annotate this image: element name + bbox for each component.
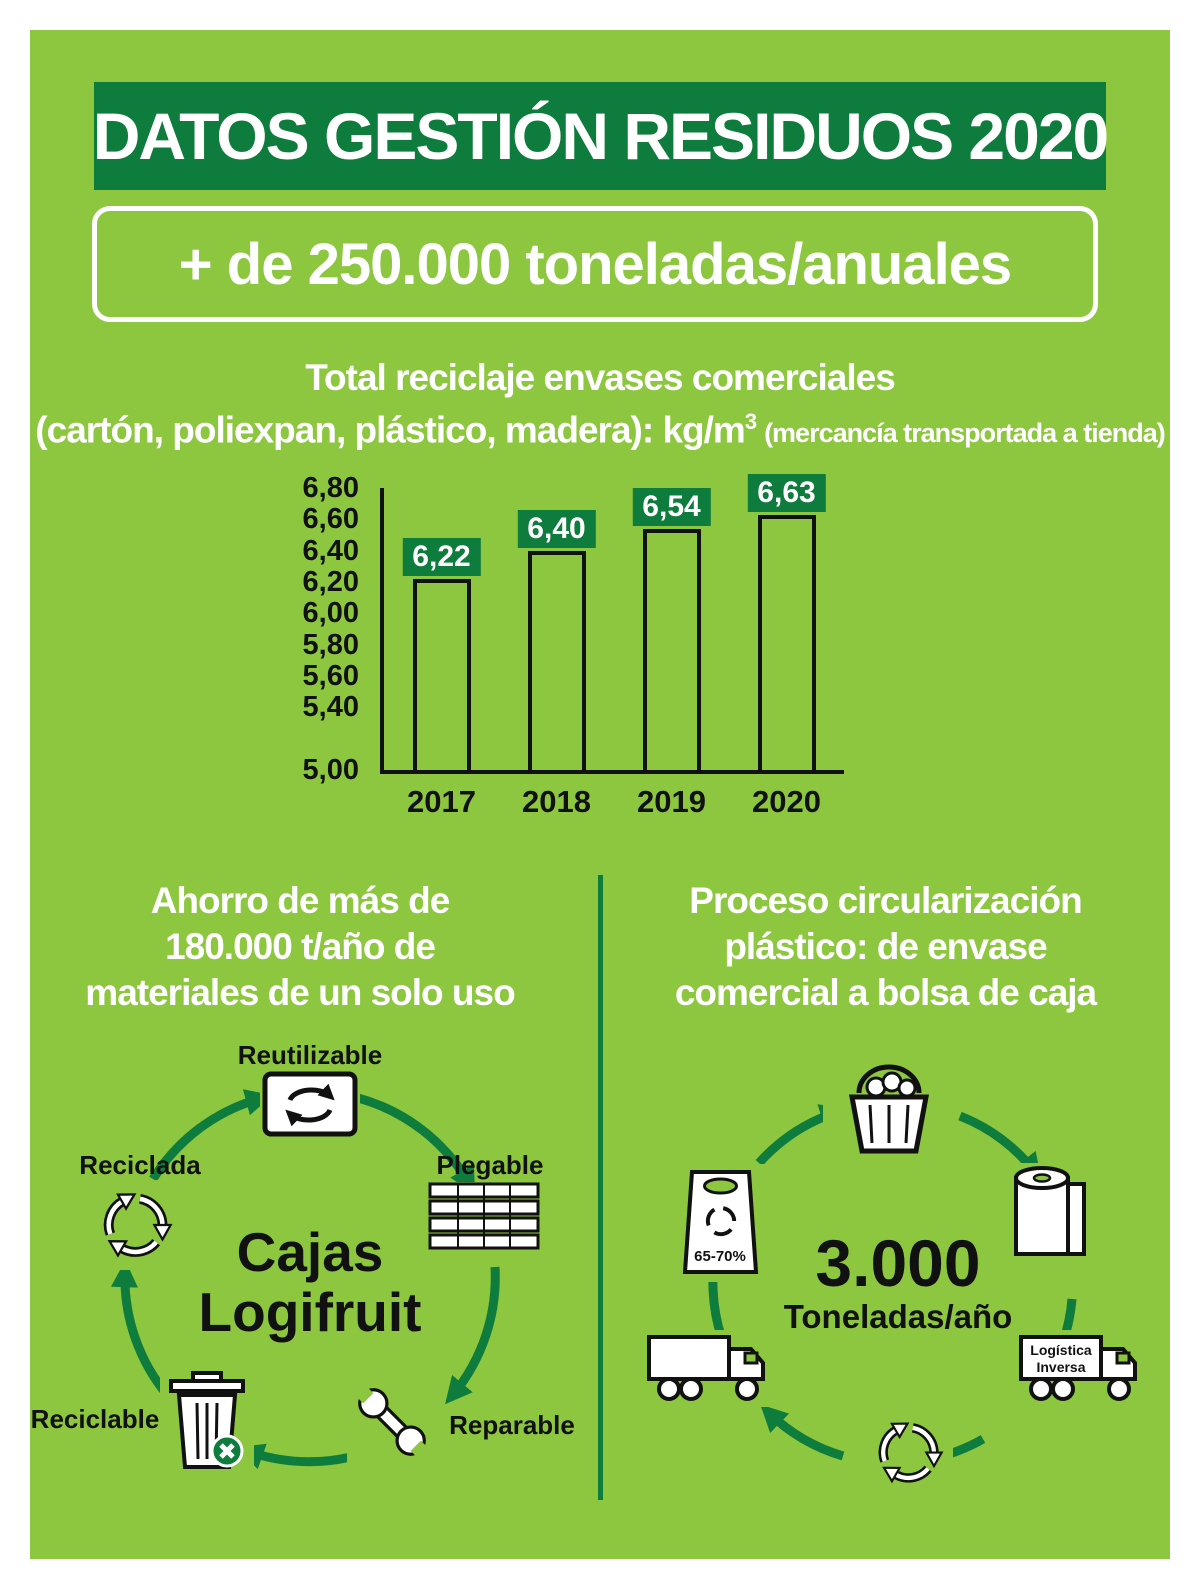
produce-basket-icon	[823, 1053, 955, 1161]
chart-bar-value: 6,40	[517, 509, 596, 548]
right-heading-line3: comercial a bolsa de caja	[674, 972, 1097, 1013]
chart-ytick: 5,40	[302, 691, 359, 724]
chart-title-superscript: 3	[744, 409, 757, 434]
right-section-heading: Proceso circularización plástico: de env…	[658, 878, 1113, 1016]
chart-ytick: 6,20	[302, 566, 359, 598]
page-title: DATOS GESTIÓN RESIDUOS 2020	[93, 82, 1109, 190]
chart-ytick: 6,40	[302, 534, 359, 567]
truck-label-line1: Logística	[1030, 1342, 1092, 1358]
chart-bar-2017	[412, 578, 471, 770]
chart-ytick: 5,00	[302, 754, 359, 786]
left-section-heading: Ahorro de más de 180.000 t/año de materi…	[75, 878, 525, 1016]
label-reciclada: Reciclada	[79, 1150, 201, 1180]
cycle-center-line2: Logifruit	[198, 1281, 422, 1343]
chart-title-line2: (cartón, poliexpan, plástico, madera): k…	[30, 400, 1170, 455]
infographic-background: DATOS GESTIÓN RESIDUOS 2020 + de 250.000…	[30, 30, 1170, 1559]
bag-percent-label: 65-70%	[694, 1248, 746, 1265]
chart-title-line2-main: (cartón, poliexpan, plástico, madera): k…	[35, 409, 746, 451]
label-reparable: Reparable	[449, 1410, 575, 1440]
cycle-center-line1: Cajas	[236, 1221, 384, 1283]
logifruit-cycle-diagram: Reutilizable Reciclada	[31, 1040, 575, 1512]
reusable-box-icon	[260, 1068, 360, 1140]
delivery-truck-icon	[646, 1330, 773, 1407]
chart-ytick: 5,60	[302, 660, 359, 692]
chart-bar-2019	[642, 528, 701, 770]
chart-bar-2018	[527, 550, 586, 770]
chart-x-label: 2017	[407, 784, 476, 819]
chart-x-label: 2019	[637, 784, 706, 819]
chart-x-label: 2020	[752, 784, 821, 819]
chart-ytick: 6,00	[302, 597, 359, 630]
recycle-symbol-icon	[863, 1408, 953, 1496]
chart-bar-2020	[757, 514, 816, 770]
chart-y-axis: 6,80 6,60 6,40 6,20 6,00 5,80 5,60 5,40 5,00	[255, 472, 373, 786]
foldable-crate-icon	[427, 1182, 541, 1252]
chart-ytick: 5,80	[302, 628, 359, 661]
bar-chart: 6,80 6,60 6,40 6,20 6,00 5,80 5,60 5,40 5,00 6,2…	[255, 472, 895, 836]
trash-bin-icon	[160, 1370, 254, 1472]
label-plegable: Plegable	[436, 1150, 544, 1180]
truck-label-line2: Inversa	[1036, 1359, 1085, 1375]
right-heading-line1: Proceso circularización	[689, 880, 1082, 921]
recycled-symbol-icon	[85, 1180, 185, 1270]
tonnes-value: 3.000	[815, 1226, 981, 1300]
wrench-icon	[347, 1377, 437, 1467]
label-reutilizable: Reutilizable	[237, 1040, 383, 1070]
left-heading-line3: materiales de un solo uso	[85, 972, 515, 1013]
reverse-logistics-truck-icon: Logística Inversa	[1018, 1330, 1145, 1407]
plastic-circularisation-diagram: Logística Inversa	[646, 1048, 1145, 1518]
column-divider	[598, 875, 603, 1500]
checkout-bag-icon: 65-70%	[676, 1164, 764, 1282]
chart-bar-value: 6,54	[632, 487, 711, 526]
total-tonnes-banner: + de 250.000 toneladas/anuales	[92, 206, 1098, 322]
left-heading-line2: 180.000 t/año de	[165, 926, 436, 967]
chart-bar-value: 6,22	[402, 537, 481, 576]
chart-title-note: (mercancía transportada a tienda)	[764, 418, 1166, 449]
tonnes-unit: Toneladas/año	[783, 1298, 1013, 1335]
plastic-film-roll-icon	[1003, 1163, 1100, 1270]
chart-plot: 6,22 2017 6,40 2018 6,54 2019 6,63 2020	[380, 473, 844, 819]
chart-bar-value: 6,63	[747, 473, 826, 512]
chart-title-line1: Total reciclaje envases comerciales	[305, 357, 896, 398]
chart-x-label: 2018	[522, 784, 591, 819]
label-reciclable: Reciclable	[30, 1404, 160, 1434]
right-heading-line2: plástico: de envase	[724, 926, 1047, 967]
chart-ytick: 6,80	[302, 472, 359, 504]
left-heading-line1: Ahorro de más de	[150, 880, 451, 921]
chart-ytick: 6,60	[302, 503, 359, 536]
